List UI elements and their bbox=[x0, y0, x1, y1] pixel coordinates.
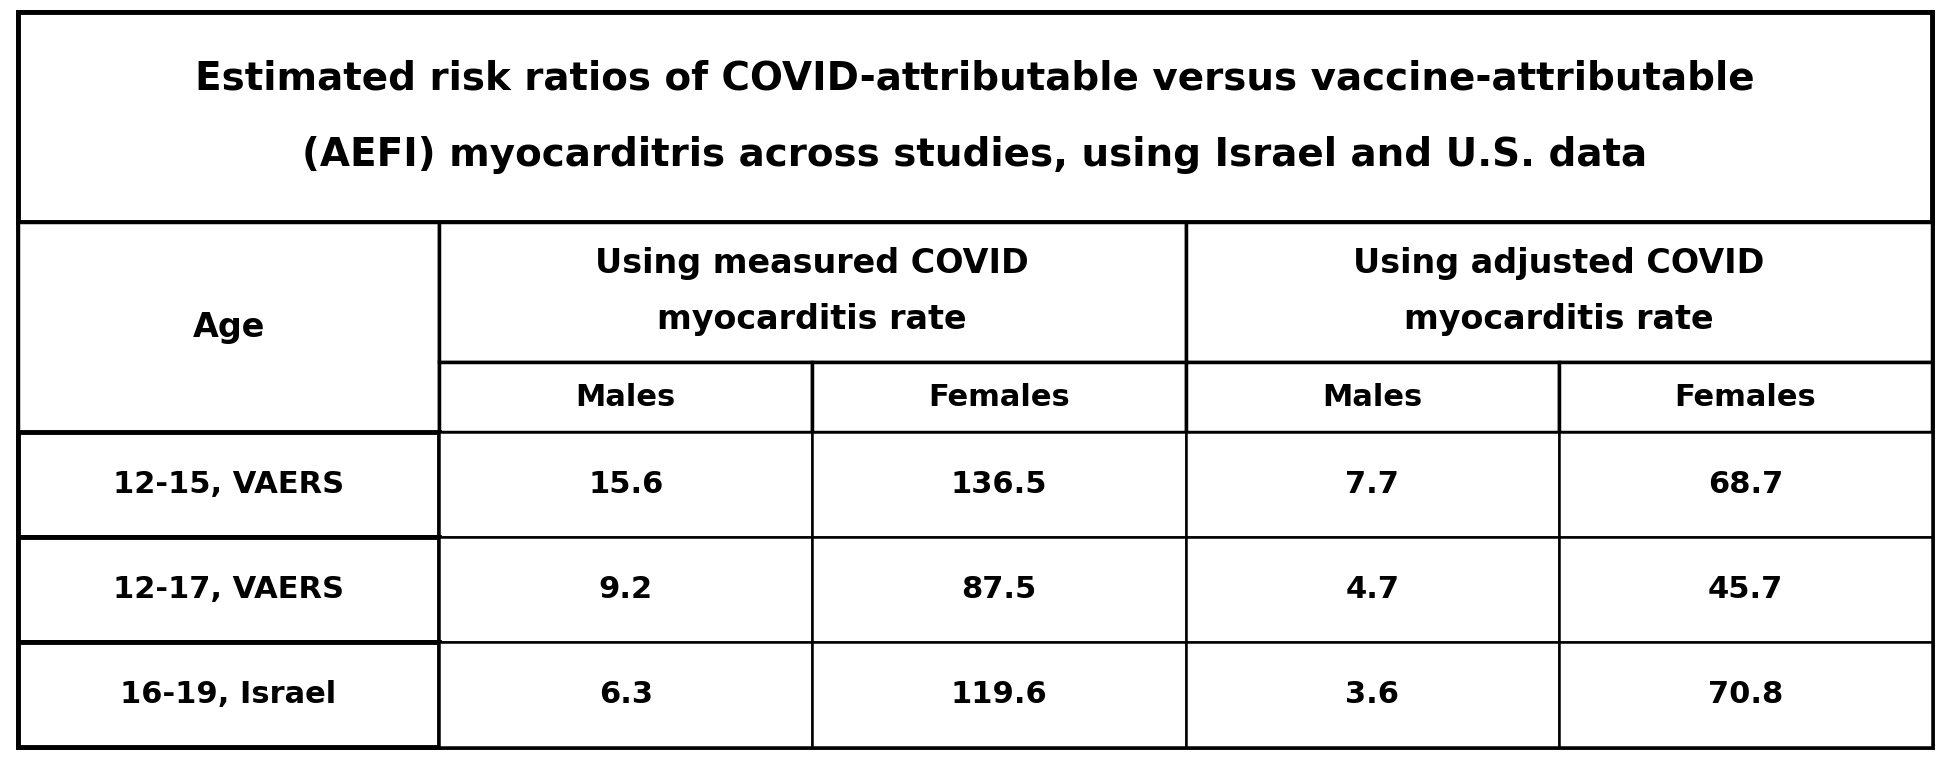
Text: 16-19, Israel: 16-19, Israel bbox=[121, 680, 337, 709]
Bar bbox=[439, 537, 813, 642]
Text: Males: Males bbox=[575, 383, 677, 411]
Bar bbox=[439, 642, 813, 747]
Bar bbox=[1186, 432, 1558, 537]
Text: Using adjusted COVID: Using adjusted COVID bbox=[1353, 247, 1765, 281]
Text: 4.7: 4.7 bbox=[1346, 575, 1400, 604]
Bar bbox=[18, 222, 439, 432]
Text: 68.7: 68.7 bbox=[1708, 470, 1782, 499]
Text: Age: Age bbox=[193, 310, 265, 344]
Text: 119.6: 119.6 bbox=[950, 680, 1047, 709]
Bar bbox=[1186, 222, 1932, 362]
Text: Estimated risk ratios of COVID-attributable versus vaccine-attributable: Estimated risk ratios of COVID-attributa… bbox=[195, 60, 1755, 98]
Bar bbox=[18, 642, 439, 747]
Text: myocarditis rate: myocarditis rate bbox=[657, 304, 967, 336]
Bar bbox=[813, 537, 1186, 642]
Text: (AEFI) myocarditris across studies, using Israel and U.S. data: (AEFI) myocarditris across studies, usin… bbox=[302, 136, 1648, 174]
Bar bbox=[18, 432, 439, 537]
Text: 15.6: 15.6 bbox=[589, 470, 663, 499]
Bar bbox=[1186, 642, 1558, 747]
Bar bbox=[813, 642, 1186, 747]
Text: 45.7: 45.7 bbox=[1708, 575, 1782, 604]
Text: Females: Females bbox=[1675, 383, 1815, 411]
Bar bbox=[1558, 362, 1932, 432]
Bar bbox=[439, 432, 813, 537]
Text: Using measured COVID: Using measured COVID bbox=[595, 247, 1030, 281]
Bar bbox=[439, 362, 813, 432]
Text: 3.6: 3.6 bbox=[1346, 680, 1400, 709]
Bar bbox=[1558, 642, 1932, 747]
Text: 9.2: 9.2 bbox=[599, 575, 653, 604]
Text: 136.5: 136.5 bbox=[952, 470, 1047, 499]
Text: 70.8: 70.8 bbox=[1708, 680, 1782, 709]
Text: myocarditis rate: myocarditis rate bbox=[1404, 304, 1714, 336]
Text: 12-15, VAERS: 12-15, VAERS bbox=[113, 470, 343, 499]
Bar bbox=[813, 362, 1186, 432]
Text: Females: Females bbox=[928, 383, 1071, 411]
Bar bbox=[18, 12, 1932, 222]
Bar bbox=[813, 432, 1186, 537]
Bar bbox=[1558, 432, 1932, 537]
Text: 12-17, VAERS: 12-17, VAERS bbox=[113, 575, 343, 604]
Text: Males: Males bbox=[1322, 383, 1422, 411]
Bar bbox=[18, 537, 439, 642]
Bar bbox=[439, 222, 1186, 362]
Bar bbox=[1186, 537, 1558, 642]
Bar bbox=[1558, 537, 1932, 642]
Text: 87.5: 87.5 bbox=[961, 575, 1037, 604]
Text: 6.3: 6.3 bbox=[599, 680, 653, 709]
Text: 7.7: 7.7 bbox=[1346, 470, 1398, 499]
Bar bbox=[1186, 362, 1558, 432]
